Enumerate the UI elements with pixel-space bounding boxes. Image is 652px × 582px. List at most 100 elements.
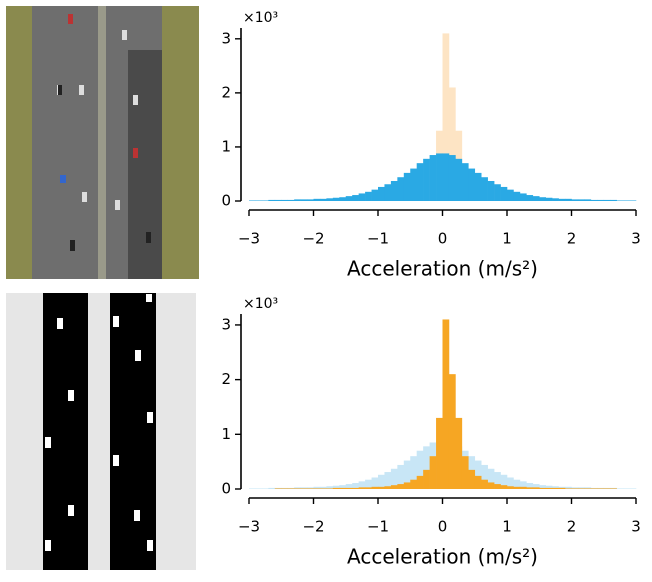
x-axis-label: Acceleration (m/s²) xyxy=(347,545,538,569)
histogram-bar xyxy=(494,184,501,201)
y-tick-label: 2 xyxy=(221,83,231,101)
histogram-bar xyxy=(281,199,288,201)
histogram-bar xyxy=(249,200,256,201)
histogram-bar xyxy=(371,477,379,489)
histogram-bar xyxy=(436,417,443,489)
histogram-bar xyxy=(474,172,482,201)
histogram-bar xyxy=(461,163,469,201)
histogram-bar xyxy=(268,487,276,489)
histogram-bar xyxy=(294,488,301,489)
histogram-bar xyxy=(526,482,534,489)
x-tick-label: −1 xyxy=(367,230,389,248)
histogram-bar xyxy=(442,153,450,201)
histogram-bar xyxy=(448,87,456,201)
x-tick-label: 0 xyxy=(438,230,448,248)
histogram-bar xyxy=(603,488,611,489)
histogram-bar xyxy=(577,199,585,201)
y-tick-label: 2 xyxy=(221,370,231,388)
histogram-bar xyxy=(481,479,488,489)
histogram-bar xyxy=(577,487,585,489)
x-tick-label: 3 xyxy=(631,230,641,248)
y-tick-label: 0 xyxy=(221,480,231,498)
histogram-bar xyxy=(565,486,572,489)
x-tick-label: 2 xyxy=(567,230,577,248)
histogram-bar xyxy=(365,191,372,201)
histogram-bar xyxy=(552,486,559,489)
histogram-bar xyxy=(519,486,527,489)
histogram-bar xyxy=(352,482,359,489)
histogram-bar xyxy=(287,488,295,489)
histogram-bar xyxy=(603,199,611,201)
histogram-bar xyxy=(519,481,527,489)
x-tick-label: −2 xyxy=(302,230,324,248)
histogram-bar xyxy=(455,158,463,201)
histogram-bar xyxy=(403,172,411,201)
histogram-bar xyxy=(274,199,282,201)
histogram-bar xyxy=(519,193,527,201)
histogram-bar xyxy=(410,479,417,489)
histogram-bar xyxy=(274,488,282,489)
histogram-bar xyxy=(507,189,514,201)
x-tick-label: −3 xyxy=(238,518,260,536)
histogram-bar xyxy=(390,468,398,489)
histogram-bar xyxy=(339,197,347,201)
histogram-bar xyxy=(378,486,385,489)
histogram-bar xyxy=(261,488,269,489)
histogram-bar xyxy=(539,485,546,489)
histogram-bar xyxy=(532,487,540,489)
histogram-bar xyxy=(500,186,508,201)
x-tick-label: 3 xyxy=(631,518,641,536)
y-tick-label: 3 xyxy=(221,29,231,47)
histogram-bar xyxy=(332,487,340,489)
histogram-bar xyxy=(384,486,392,489)
histogram-bar xyxy=(571,199,579,201)
histogram-bar xyxy=(448,374,456,489)
histogram-bar xyxy=(300,199,308,201)
histogram-bar xyxy=(358,481,366,489)
histogram-bar xyxy=(255,200,263,201)
histogram-bar xyxy=(378,186,385,201)
histogram-bar xyxy=(552,198,559,201)
histogram-bar xyxy=(326,198,334,201)
histogram-bar xyxy=(507,477,514,489)
histogram-bar xyxy=(532,484,540,489)
histogram-bar xyxy=(339,485,347,489)
histogram-bar xyxy=(487,468,495,489)
histogram-bar xyxy=(268,199,276,201)
histogram-bar xyxy=(416,163,424,201)
y-multiplier: ×10³ xyxy=(243,296,278,312)
histogram-bar xyxy=(423,446,430,489)
histogram-bar xyxy=(410,456,417,489)
histogram-bar xyxy=(526,195,534,201)
histogram-bar xyxy=(358,193,366,201)
histogram-bar xyxy=(319,488,327,489)
histogram-bar xyxy=(571,487,579,489)
histogram-bar xyxy=(332,485,340,489)
histogram-bar xyxy=(300,488,308,489)
histogram-bar xyxy=(326,488,334,489)
histogram-bar xyxy=(461,456,469,489)
x-tick-label: −3 xyxy=(238,230,260,248)
histogram-bar xyxy=(365,487,372,489)
aerial-image xyxy=(6,6,199,279)
histogram-bar xyxy=(545,197,553,201)
histogram-bar xyxy=(326,486,334,489)
histogram-bar xyxy=(423,469,430,489)
histogram-bar xyxy=(307,199,314,201)
histogram-bar xyxy=(442,33,450,201)
histogram-bar xyxy=(345,484,353,489)
x-axis-label: Acceleration (m/s²) xyxy=(347,257,538,281)
histogram-bar xyxy=(455,417,463,489)
histogram-bar xyxy=(384,472,392,489)
histogram-bar xyxy=(565,198,572,201)
histogram-bar xyxy=(545,485,553,489)
histogram-bar xyxy=(526,487,534,489)
histogram-bar xyxy=(577,488,585,489)
histogram-bar xyxy=(597,199,605,201)
histogram-bar xyxy=(249,488,256,489)
histogram-bar xyxy=(403,482,411,489)
simulation-image xyxy=(6,293,196,570)
histogram-bar xyxy=(378,474,385,489)
histogram-bar xyxy=(287,199,295,201)
